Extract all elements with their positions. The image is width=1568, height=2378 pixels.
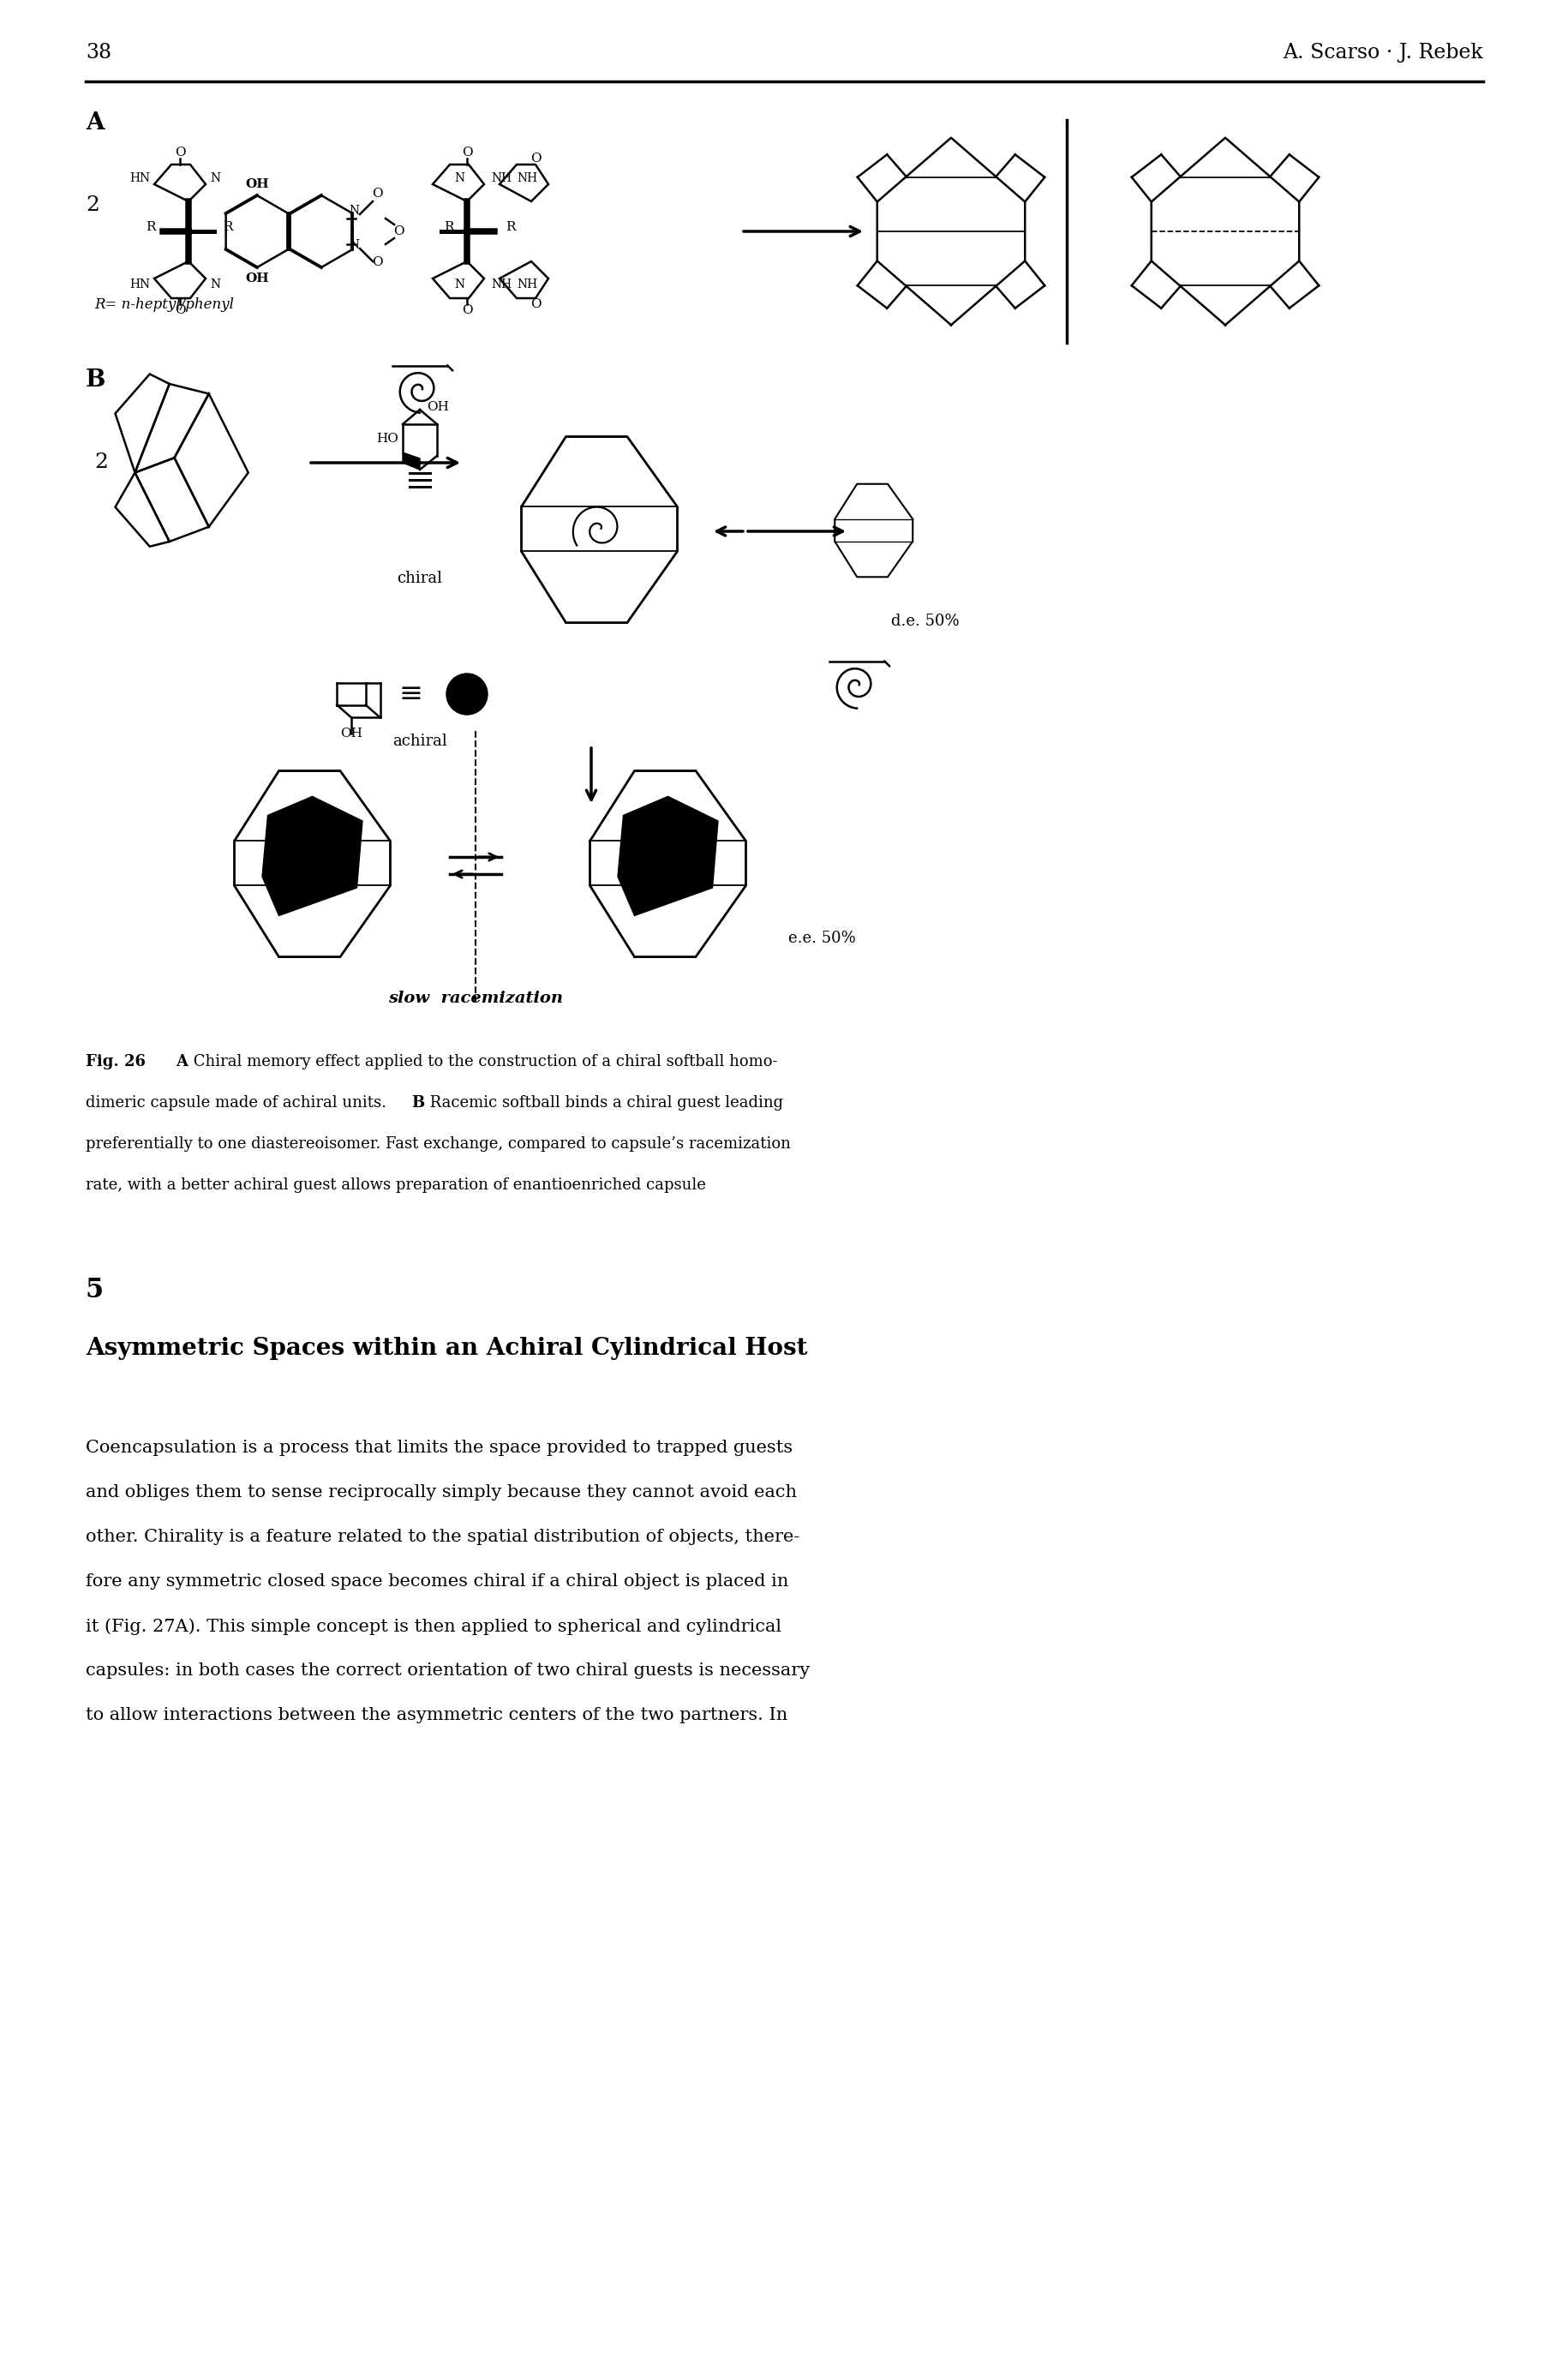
Text: to allow interactions between the asymmetric centers of the two partners. In: to allow interactions between the asymme… bbox=[86, 1707, 787, 1724]
Text: 5: 5 bbox=[86, 1277, 103, 1303]
Text: N: N bbox=[210, 171, 220, 183]
Text: N: N bbox=[210, 278, 220, 290]
Circle shape bbox=[447, 673, 488, 716]
Text: Asymmetric Spaces within an Achiral Cylindrical Host: Asymmetric Spaces within an Achiral Cyli… bbox=[86, 1336, 808, 1360]
Text: fore any symmetric closed space becomes chiral if a chiral object is placed in: fore any symmetric closed space becomes … bbox=[86, 1574, 789, 1589]
Text: B: B bbox=[411, 1096, 423, 1111]
Polygon shape bbox=[618, 797, 718, 916]
Text: O: O bbox=[461, 304, 472, 316]
Polygon shape bbox=[262, 797, 362, 916]
Text: NH: NH bbox=[516, 278, 538, 290]
Text: N: N bbox=[453, 278, 464, 290]
Text: R: R bbox=[223, 221, 232, 233]
Text: and obliges them to sense reciprocally simply because they cannot avoid each: and obliges them to sense reciprocally s… bbox=[86, 1484, 797, 1501]
Text: Coencapsulation is a process that limits the space provided to trapped guests: Coencapsulation is a process that limits… bbox=[86, 1439, 792, 1455]
Text: N: N bbox=[453, 171, 464, 183]
Text: O: O bbox=[530, 297, 541, 309]
Text: HN: HN bbox=[129, 171, 151, 183]
Text: R= n-heptyl/phenyl: R= n-heptyl/phenyl bbox=[94, 297, 234, 312]
Text: other. Chirality is a feature related to the spatial distribution of objects, th: other. Chirality is a feature related to… bbox=[86, 1529, 800, 1546]
Text: slow  racemization: slow racemization bbox=[387, 992, 563, 1006]
Text: OH: OH bbox=[245, 178, 268, 190]
Text: ≡: ≡ bbox=[400, 680, 423, 709]
Text: A: A bbox=[176, 1053, 188, 1070]
Polygon shape bbox=[403, 452, 420, 468]
Text: capsules: in both cases the correct orientation of two chiral guests is necessar: capsules: in both cases the correct orie… bbox=[86, 1662, 809, 1679]
Text: B: B bbox=[86, 369, 105, 392]
Text: dimeric capsule made of achiral units.: dimeric capsule made of achiral units. bbox=[86, 1096, 390, 1111]
Text: O: O bbox=[372, 257, 383, 269]
Text: A: A bbox=[86, 112, 103, 136]
Text: HO: HO bbox=[376, 433, 398, 445]
Text: O: O bbox=[530, 152, 541, 164]
Text: NH: NH bbox=[491, 278, 511, 290]
Text: OH: OH bbox=[340, 728, 362, 740]
Text: O: O bbox=[372, 188, 383, 200]
Text: Fig. 26: Fig. 26 bbox=[86, 1053, 146, 1070]
Text: R: R bbox=[146, 221, 155, 233]
Text: 2: 2 bbox=[86, 195, 99, 216]
Text: A. Scarso · J. Rebek: A. Scarso · J. Rebek bbox=[1283, 43, 1482, 62]
Text: d.e. 50%: d.e. 50% bbox=[891, 614, 958, 630]
Text: O: O bbox=[461, 147, 472, 159]
Text: e.e. 50%: e.e. 50% bbox=[787, 930, 855, 946]
Text: R: R bbox=[444, 221, 453, 233]
Text: N: N bbox=[348, 205, 359, 216]
Text: preferentially to one diastereoisomer. Fast exchange, compared to capsule’s race: preferentially to one diastereoisomer. F… bbox=[86, 1137, 790, 1151]
Text: O: O bbox=[174, 147, 185, 159]
Text: chiral: chiral bbox=[397, 571, 442, 585]
Text: it (Fig. 27A). This simple concept is then applied to spherical and cylindrical: it (Fig. 27A). This simple concept is th… bbox=[86, 1617, 781, 1634]
Text: R: R bbox=[505, 221, 516, 233]
Text: O: O bbox=[174, 304, 185, 316]
Text: OH: OH bbox=[426, 402, 448, 414]
Text: HN: HN bbox=[129, 278, 151, 290]
Text: rate, with a better achiral guest allows preparation of enantioenriched capsule: rate, with a better achiral guest allows… bbox=[86, 1177, 706, 1194]
Text: OH: OH bbox=[245, 273, 268, 285]
Text: NH: NH bbox=[516, 171, 538, 183]
Text: Racemic softball binds a chiral guest leading: Racemic softball binds a chiral guest le… bbox=[425, 1096, 782, 1111]
Text: achiral: achiral bbox=[392, 732, 447, 749]
Text: N: N bbox=[348, 240, 359, 252]
Text: 38: 38 bbox=[86, 43, 111, 62]
Text: 2: 2 bbox=[94, 452, 108, 473]
Text: Chiral memory effect applied to the construction of a chiral softball homo-: Chiral memory effect applied to the cons… bbox=[188, 1053, 778, 1070]
Text: O: O bbox=[394, 226, 403, 238]
Text: NH: NH bbox=[491, 171, 511, 183]
